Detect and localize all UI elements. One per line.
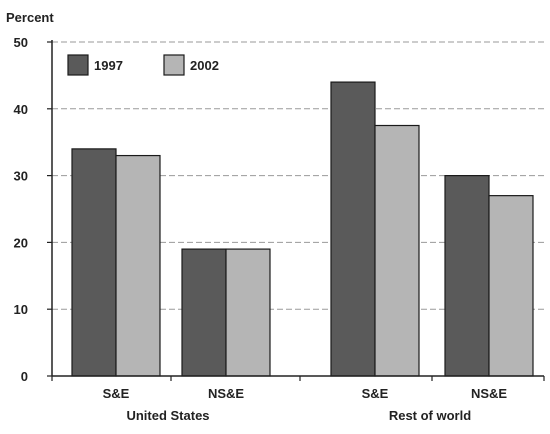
bar-2002-3 [488, 195, 534, 377]
bar-2002-0 [115, 154, 161, 377]
legend-swatch-2002 [163, 54, 185, 76]
x-tick-label: NS&E [471, 386, 507, 401]
bar-2002-2 [374, 124, 420, 377]
y-tick-label: 10 [14, 302, 28, 317]
axes [47, 40, 545, 381]
group-label: United States [126, 408, 209, 423]
y-tick-label: 0 [21, 369, 28, 384]
legend-label-1997: 1997 [94, 58, 123, 73]
y-tick-label: 40 [14, 102, 28, 117]
legend-label-2002: 2002 [190, 58, 219, 73]
y-tick-label: 20 [14, 235, 28, 250]
bar-2002-1 [225, 248, 271, 377]
bar-1997-3 [444, 175, 490, 377]
group-label: Rest of world [389, 408, 471, 423]
legend-swatch-1997 [67, 54, 89, 76]
bars [71, 81, 534, 377]
y-tick-label: 30 [14, 169, 28, 184]
bar-1997-2 [330, 81, 376, 377]
bar-1997-1 [181, 248, 227, 377]
y-axis-label: Percent [6, 10, 54, 25]
bar-1997-0 [71, 148, 117, 377]
x-tick-label: S&E [103, 386, 130, 401]
x-tick-label: NS&E [208, 386, 244, 401]
legend: 1997 2002 [67, 54, 219, 76]
y-tick-labels: 0 10 20 30 40 50 [14, 35, 28, 384]
x-tick-label: S&E [362, 386, 389, 401]
y-tick-label: 50 [14, 35, 28, 50]
x-tick-labels: S&E NS&E S&E NS&E United States Rest of world [103, 386, 508, 423]
